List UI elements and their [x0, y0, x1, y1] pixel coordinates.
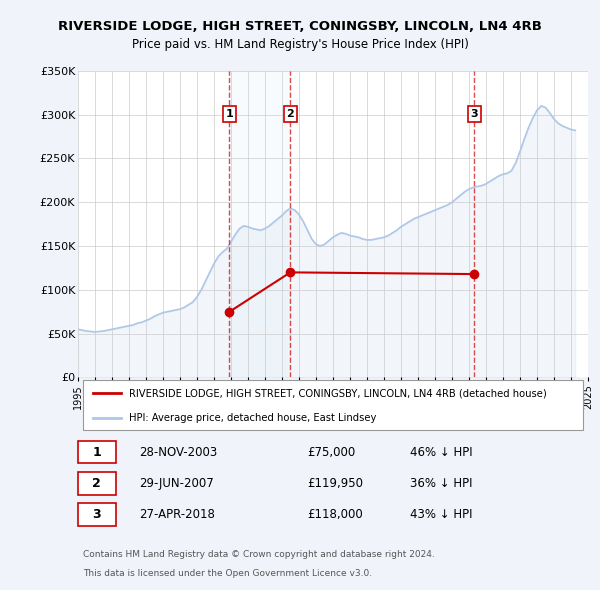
- Text: Contains HM Land Registry data © Crown copyright and database right 2024.: Contains HM Land Registry data © Crown c…: [83, 550, 435, 559]
- Text: £75,000: £75,000: [308, 445, 356, 458]
- Text: 3: 3: [92, 508, 101, 521]
- Text: 1: 1: [226, 109, 233, 119]
- Text: 3: 3: [470, 109, 478, 119]
- Text: 46% ↓ HPI: 46% ↓ HPI: [409, 445, 472, 458]
- Text: £118,000: £118,000: [308, 508, 363, 521]
- Text: 36% ↓ HPI: 36% ↓ HPI: [409, 477, 472, 490]
- Text: Price paid vs. HM Land Registry's House Price Index (HPI): Price paid vs. HM Land Registry's House …: [131, 38, 469, 51]
- Text: This data is licensed under the Open Government Licence v3.0.: This data is licensed under the Open Gov…: [83, 569, 372, 578]
- Text: 29-JUN-2007: 29-JUN-2007: [139, 477, 214, 490]
- Text: 2: 2: [92, 477, 101, 490]
- Text: HPI: Average price, detached house, East Lindsey: HPI: Average price, detached house, East…: [129, 412, 376, 422]
- FancyBboxPatch shape: [83, 381, 583, 431]
- Text: RIVERSIDE LODGE, HIGH STREET, CONINGSBY, LINCOLN, LN4 4RB (detached house): RIVERSIDE LODGE, HIGH STREET, CONINGSBY,…: [129, 388, 547, 398]
- Text: 27-APR-2018: 27-APR-2018: [139, 508, 215, 521]
- Text: 43% ↓ HPI: 43% ↓ HPI: [409, 508, 472, 521]
- FancyBboxPatch shape: [78, 472, 116, 494]
- FancyBboxPatch shape: [78, 441, 116, 463]
- FancyBboxPatch shape: [78, 503, 116, 526]
- Text: 2: 2: [286, 109, 294, 119]
- Bar: [229, 71, 290, 378]
- Text: RIVERSIDE LODGE, HIGH STREET, CONINGSBY, LINCOLN, LN4 4RB: RIVERSIDE LODGE, HIGH STREET, CONINGSBY,…: [58, 20, 542, 33]
- Text: £119,950: £119,950: [308, 477, 364, 490]
- Text: 1: 1: [92, 445, 101, 458]
- Text: 28-NOV-2003: 28-NOV-2003: [139, 445, 217, 458]
